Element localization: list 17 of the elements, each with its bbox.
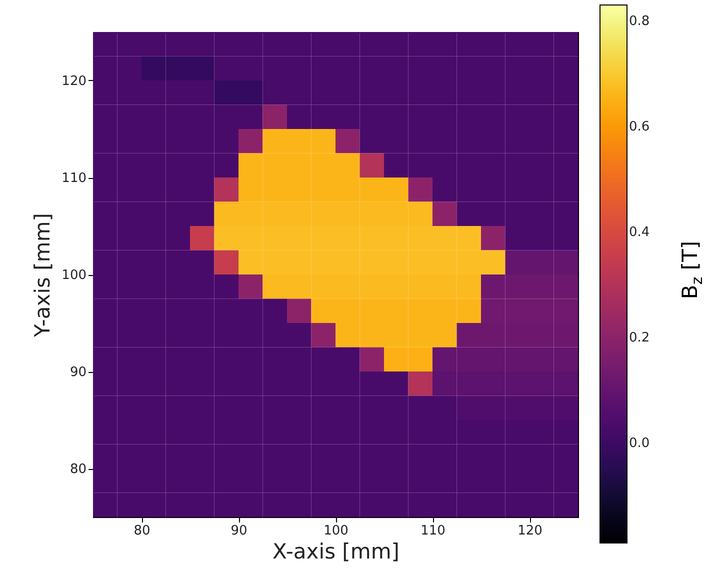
color-bar-label: 0.6 — [629, 119, 650, 134]
color-bar-label: 0.8 — [629, 14, 650, 29]
x-axis-title: X-axis [mm] — [272, 540, 400, 564]
x-tick-label: 120 — [518, 524, 542, 538]
x-tick-label: 100 — [324, 524, 348, 538]
y-tick-label: 90 — [70, 365, 86, 380]
x-tick-label: 90 — [230, 524, 248, 538]
color-bar-label: 0.0 — [629, 436, 650, 451]
x-tick-label: 110 — [420, 524, 446, 538]
y-tick-label: 80 — [70, 462, 86, 477]
y-tick-label: 100 — [62, 268, 86, 283]
y-tick-label: 120 — [62, 74, 86, 89]
x-tick-label: 80 — [134, 524, 150, 538]
color-bar-label: 0.4 — [629, 224, 650, 240]
y-axis-title: Y-axis [mm] — [30, 213, 55, 338]
y-tick-label: 110 — [62, 171, 86, 186]
color-bar-label: 0.2 — [629, 330, 650, 346]
